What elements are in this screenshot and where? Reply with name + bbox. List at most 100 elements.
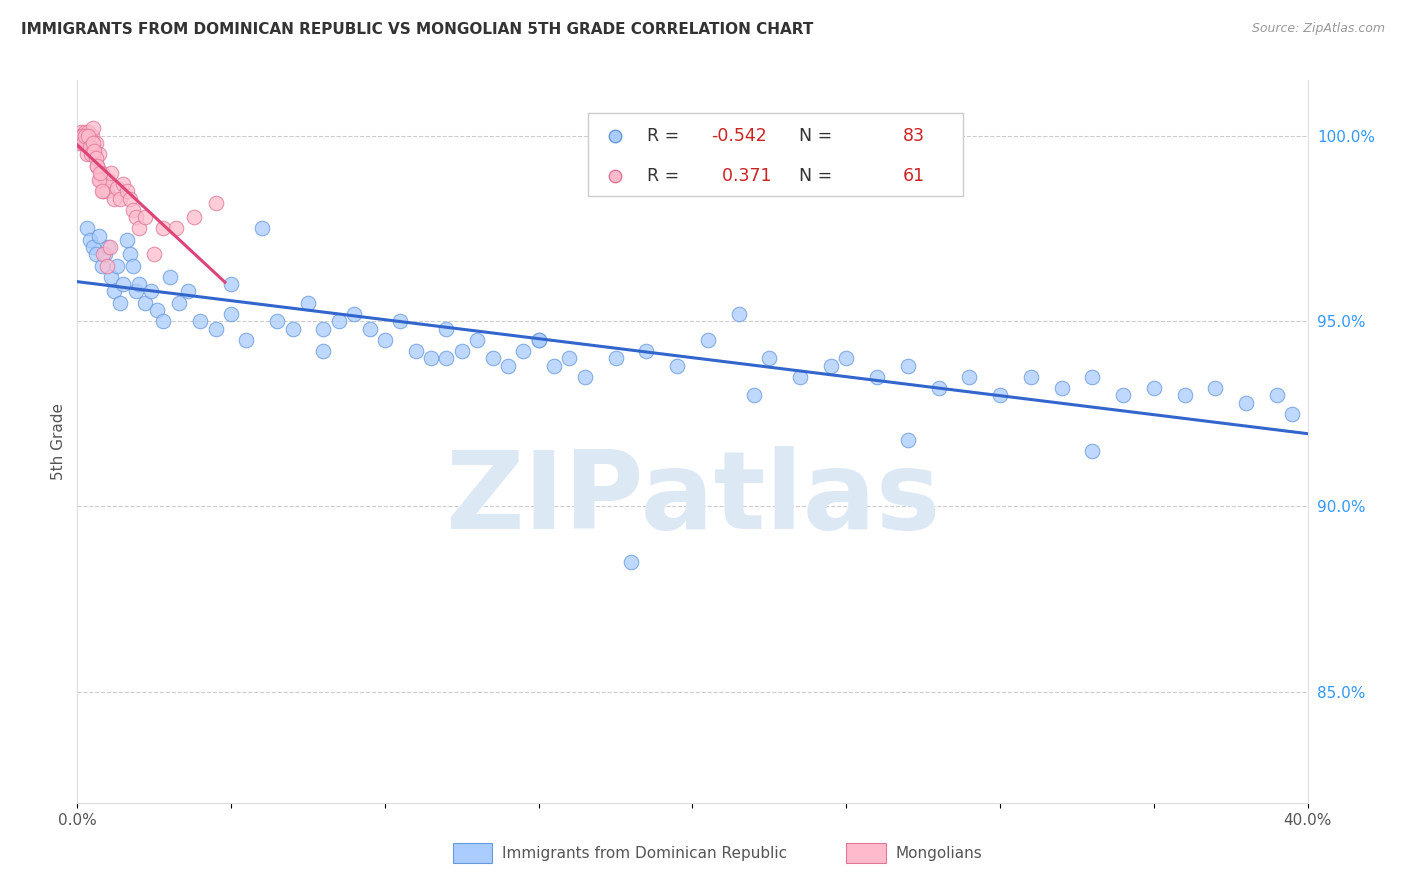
Point xyxy=(110,192,132,206)
Point xyxy=(696,333,718,347)
Point xyxy=(312,321,335,335)
Text: R =: R = xyxy=(647,167,685,185)
Point xyxy=(105,180,128,194)
Point xyxy=(666,359,689,373)
Point xyxy=(742,388,765,402)
Point xyxy=(266,314,288,328)
Point xyxy=(79,140,101,154)
Point xyxy=(328,314,350,328)
Point xyxy=(121,259,143,273)
Point xyxy=(219,277,242,291)
Point xyxy=(465,333,488,347)
Point xyxy=(177,285,200,299)
Point xyxy=(84,247,107,261)
Text: Mongolians: Mongolians xyxy=(896,846,983,861)
Point xyxy=(80,132,103,146)
Point xyxy=(1081,369,1104,384)
Point xyxy=(146,303,169,318)
Point xyxy=(405,343,427,358)
Point xyxy=(105,259,128,273)
Point xyxy=(297,295,319,310)
Text: -0.542: -0.542 xyxy=(711,127,766,145)
Point xyxy=(481,351,503,366)
Point xyxy=(204,195,226,210)
Point xyxy=(72,132,94,146)
Point xyxy=(67,136,90,151)
Point xyxy=(543,359,565,373)
Point xyxy=(69,128,91,143)
Point xyxy=(96,259,118,273)
Point xyxy=(1265,388,1288,402)
Point xyxy=(1050,381,1073,395)
Point xyxy=(70,128,93,143)
Point xyxy=(97,173,120,187)
Point xyxy=(605,351,627,366)
Point xyxy=(112,177,135,191)
Point xyxy=(183,211,205,225)
Point xyxy=(115,233,138,247)
Point xyxy=(90,259,114,273)
Point xyxy=(110,295,132,310)
FancyBboxPatch shape xyxy=(588,112,963,196)
Point xyxy=(1143,381,1166,395)
Point xyxy=(93,185,115,199)
Point xyxy=(188,314,212,328)
Point xyxy=(76,136,98,151)
Point xyxy=(636,343,658,358)
Point xyxy=(389,314,412,328)
Point xyxy=(94,173,117,187)
Point xyxy=(79,136,101,151)
Point xyxy=(512,343,534,358)
Point xyxy=(450,343,472,358)
Point xyxy=(86,159,108,173)
Point xyxy=(866,369,889,384)
Point xyxy=(574,369,596,384)
Point xyxy=(112,277,135,291)
Point xyxy=(897,359,920,373)
Point xyxy=(86,159,108,173)
Point xyxy=(128,221,150,235)
Point xyxy=(527,333,550,347)
Point xyxy=(988,388,1011,402)
Point xyxy=(496,359,519,373)
Point xyxy=(758,351,780,366)
Point xyxy=(835,351,858,366)
Point xyxy=(87,173,110,187)
Text: R =: R = xyxy=(647,127,685,145)
Point xyxy=(789,369,811,384)
Point xyxy=(204,321,226,335)
Point xyxy=(73,125,96,139)
Point xyxy=(134,211,156,225)
Point xyxy=(70,125,93,139)
Point xyxy=(96,185,118,199)
Point xyxy=(76,128,98,143)
Point xyxy=(72,136,94,151)
Point xyxy=(77,128,100,143)
Point xyxy=(121,202,143,217)
Point xyxy=(167,295,190,310)
Text: IMMIGRANTS FROM DOMINICAN REPUBLIC VS MONGOLIAN 5TH GRADE CORRELATION CHART: IMMIGRANTS FROM DOMINICAN REPUBLIC VS MO… xyxy=(21,22,814,37)
Text: 83: 83 xyxy=(903,127,925,145)
Point xyxy=(89,173,111,187)
Point xyxy=(1234,395,1257,409)
Point xyxy=(75,132,97,146)
Text: Immigrants from Dominican Republic: Immigrants from Dominican Republic xyxy=(502,846,787,861)
Point xyxy=(957,369,980,384)
Bar xyxy=(846,843,886,863)
Point xyxy=(125,285,148,299)
Point xyxy=(79,233,101,247)
Point xyxy=(152,314,174,328)
Point xyxy=(436,351,458,366)
Text: N =: N = xyxy=(789,167,838,185)
Point xyxy=(89,166,111,180)
Point xyxy=(90,166,114,180)
Point xyxy=(1019,369,1042,384)
Point xyxy=(83,147,105,161)
Text: 0.371: 0.371 xyxy=(711,167,772,185)
Point xyxy=(100,166,122,180)
Point xyxy=(281,321,304,335)
Point xyxy=(77,125,100,139)
Point xyxy=(134,295,156,310)
Point xyxy=(343,307,366,321)
Point xyxy=(73,128,96,143)
